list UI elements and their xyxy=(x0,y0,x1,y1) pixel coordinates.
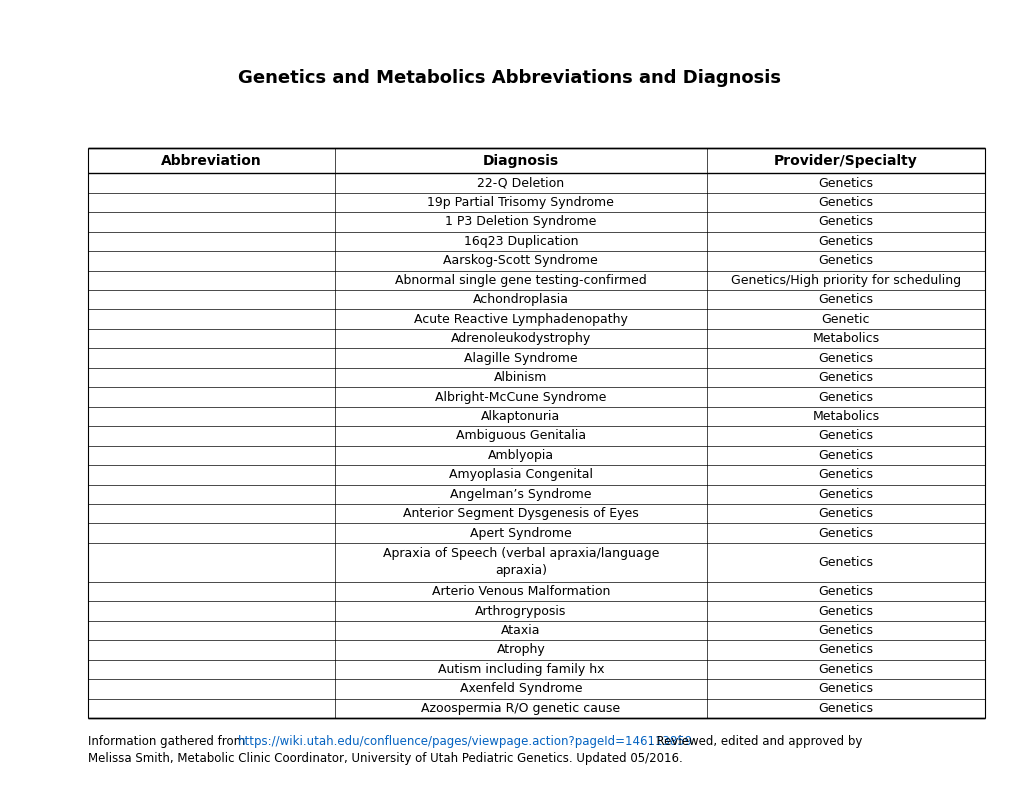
Text: Information gathered from: Information gathered from xyxy=(88,735,249,748)
Text: Autism including family hx: Autism including family hx xyxy=(437,663,603,676)
Text: Arterio Venous Malformation: Arterio Venous Malformation xyxy=(431,585,609,598)
Text: Genetics: Genetics xyxy=(817,526,872,540)
Text: Genetics: Genetics xyxy=(817,293,872,307)
Text: Genetics: Genetics xyxy=(817,624,872,637)
Text: https://wiki.utah.edu/confluence/pages/viewpage.action?pageId=146113859: https://wiki.utah.edu/confluence/pages/v… xyxy=(238,735,693,748)
Text: Alkaptonuria: Alkaptonuria xyxy=(481,410,559,423)
Text: Genetics: Genetics xyxy=(817,215,872,229)
Text: Genetics: Genetics xyxy=(817,468,872,481)
Text: Axenfeld Syndrome: Axenfeld Syndrome xyxy=(460,682,582,695)
Text: Genetics: Genetics xyxy=(817,682,872,695)
Text: Genetics: Genetics xyxy=(817,255,872,267)
Text: Aarskog-Scott Syndrome: Aarskog-Scott Syndrome xyxy=(443,255,597,267)
Text: Amblyopia: Amblyopia xyxy=(487,449,553,462)
Text: Genetics: Genetics xyxy=(817,556,872,569)
Text: Genetics: Genetics xyxy=(817,429,872,442)
Text: Alagille Syndrome: Alagille Syndrome xyxy=(464,351,577,365)
Text: Apert Syndrome: Apert Syndrome xyxy=(470,526,571,540)
Text: Atrophy: Atrophy xyxy=(496,644,544,656)
Text: Angelman’s Syndrome: Angelman’s Syndrome xyxy=(449,488,591,501)
Text: Genetics: Genetics xyxy=(817,644,872,656)
Text: Ambiguous Genitalia: Ambiguous Genitalia xyxy=(455,429,585,442)
Text: Genetics: Genetics xyxy=(817,196,872,209)
Text: Genetics: Genetics xyxy=(817,507,872,520)
Text: Albright-McCune Syndrome: Albright-McCune Syndrome xyxy=(435,391,606,403)
Text: Genetics: Genetics xyxy=(817,604,872,618)
Text: Diagnosis: Diagnosis xyxy=(482,154,558,168)
Text: Amyoplasia Congenital: Amyoplasia Congenital xyxy=(448,468,592,481)
Text: 16q23 Duplication: 16q23 Duplication xyxy=(463,235,578,248)
Text: 19p Partial Trisomy Syndrome: 19p Partial Trisomy Syndrome xyxy=(427,196,613,209)
Text: Arthrogryposis: Arthrogryposis xyxy=(475,604,566,618)
Text: Genetics: Genetics xyxy=(817,235,872,248)
Text: Genetics: Genetics xyxy=(817,391,872,403)
Text: Genetics: Genetics xyxy=(817,488,872,501)
Text: Genetics/High priority for scheduling: Genetics/High priority for scheduling xyxy=(731,273,960,287)
Text: Albinism: Albinism xyxy=(493,371,547,384)
Text: Metabolics: Metabolics xyxy=(811,333,878,345)
Text: Genetics: Genetics xyxy=(817,177,872,190)
Text: . Reviewed, edited and approved by: . Reviewed, edited and approved by xyxy=(648,735,861,748)
Text: Melissa Smith, Metabolic Clinic Coordinator, University of Utah Pediatric Geneti: Melissa Smith, Metabolic Clinic Coordina… xyxy=(88,752,682,765)
Text: 22-Q Deletion: 22-Q Deletion xyxy=(477,177,564,190)
Text: 1 P3 Deletion Syndrome: 1 P3 Deletion Syndrome xyxy=(444,215,596,229)
Text: Genetics: Genetics xyxy=(817,702,872,715)
Text: Acute Reactive Lymphadenopathy: Acute Reactive Lymphadenopathy xyxy=(414,313,627,325)
Text: Genetics: Genetics xyxy=(817,449,872,462)
Text: Adrenoleukodystrophy: Adrenoleukodystrophy xyxy=(450,333,590,345)
Text: Apraxia of Speech (verbal apraxia/language
apraxia): Apraxia of Speech (verbal apraxia/langua… xyxy=(382,548,658,578)
Text: Achondroplasia: Achondroplasia xyxy=(473,293,569,307)
Text: Azoospermia R/O genetic cause: Azoospermia R/O genetic cause xyxy=(421,702,620,715)
Text: Genetics: Genetics xyxy=(817,351,872,365)
Text: Genetics and Metabolics Abbreviations and Diagnosis: Genetics and Metabolics Abbreviations an… xyxy=(238,69,781,87)
Text: Abnormal single gene testing-confirmed: Abnormal single gene testing-confirmed xyxy=(394,273,646,287)
Text: Genetics: Genetics xyxy=(817,371,872,384)
Text: Ataxia: Ataxia xyxy=(500,624,540,637)
Text: Genetics: Genetics xyxy=(817,585,872,598)
Text: Metabolics: Metabolics xyxy=(811,410,878,423)
Text: Provider/Specialty: Provider/Specialty xyxy=(773,154,917,168)
Text: Abbreviation: Abbreviation xyxy=(161,154,262,168)
Text: Anterior Segment Dysgenesis of Eyes: Anterior Segment Dysgenesis of Eyes xyxy=(403,507,638,520)
Text: Genetics: Genetics xyxy=(817,663,872,676)
Text: Genetic: Genetic xyxy=(821,313,869,325)
